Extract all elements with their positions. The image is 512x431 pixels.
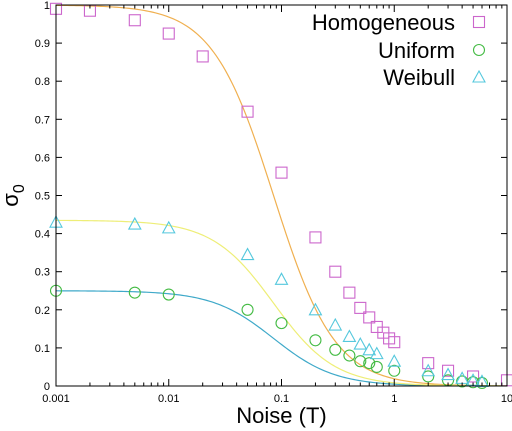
data-point <box>354 355 367 368</box>
y-axis-title: σ0 <box>0 184 28 207</box>
data-point <box>441 364 455 377</box>
data-point <box>240 247 255 261</box>
y-tick-label: 0 <box>44 381 50 393</box>
y-tick-label: 0.8 <box>35 76 50 88</box>
data-point <box>309 334 322 347</box>
x-tick-label: 10 <box>501 393 512 405</box>
data-point <box>329 343 342 356</box>
y-tick-label: 0.5 <box>35 191 50 203</box>
data-point <box>388 336 401 349</box>
fit-curve <box>55 4 508 387</box>
fit-curves <box>55 4 508 387</box>
data-point <box>467 370 480 383</box>
data-point <box>370 360 383 374</box>
data-point <box>422 357 435 370</box>
y-tick-label: 0.3 <box>35 267 50 279</box>
data-point <box>328 317 343 331</box>
y-tick-label: 0.6 <box>35 152 50 164</box>
y-tick-label: 0.4 <box>35 229 50 241</box>
legend-marker <box>472 15 486 29</box>
y-tick-label: 0.9 <box>35 38 50 50</box>
data-point <box>363 311 376 324</box>
data-point <box>162 27 175 40</box>
axis-ticks <box>55 4 508 387</box>
x-tick-label: 0.1 <box>274 393 289 405</box>
x-tick-label: 0.001 <box>42 393 70 405</box>
x-tick-label: 1 <box>391 393 397 405</box>
data-point <box>475 376 489 390</box>
data-point <box>128 286 141 299</box>
y-tick-label: 0.1 <box>35 343 50 355</box>
data-point <box>387 354 402 367</box>
fit-curve <box>55 219 508 387</box>
y-axis-subscript: 0 <box>11 184 28 193</box>
data-point <box>329 265 342 278</box>
x-tick-labels: 0.001 0.01 0.1 1 10 <box>42 393 512 405</box>
data-point <box>196 50 209 63</box>
y-tick-label: 0.7 <box>35 114 50 126</box>
legend-marker <box>472 69 486 83</box>
data-point <box>369 346 384 360</box>
data-point <box>161 220 176 234</box>
data-point <box>128 14 141 27</box>
data-point <box>309 231 322 244</box>
legend-label: Homogeneous <box>312 10 455 35</box>
data-point <box>241 105 254 118</box>
data-point <box>162 288 175 301</box>
data-point <box>422 370 435 383</box>
data-point <box>441 367 455 381</box>
data-point <box>421 363 436 377</box>
data-point <box>308 302 323 316</box>
legend-label: Uniform <box>378 38 455 63</box>
data-point <box>127 216 142 230</box>
x-axis-title: Noise (T) <box>236 403 326 428</box>
data-point <box>274 272 289 285</box>
data-point <box>275 317 288 330</box>
y-axis-symbol: σ <box>0 193 23 207</box>
data-point <box>343 286 356 299</box>
data-point <box>241 303 254 316</box>
legend-marker <box>472 43 486 57</box>
data-point <box>353 336 368 350</box>
x-tick-label: 0.01 <box>158 393 179 405</box>
legend-label: Weibull <box>383 65 455 90</box>
data-point <box>362 342 377 356</box>
y-tick-label: 0.2 <box>35 305 50 317</box>
data-point <box>363 357 376 370</box>
y-tick-label: 1 <box>44 0 50 12</box>
data-point <box>343 349 356 362</box>
data-point <box>342 329 357 343</box>
data-point <box>354 301 367 314</box>
y-tick-labels: 0 0.1 0.2 0.3 0.4 0.5 0.6 0.7 0.8 0.9 1 <box>35 0 50 393</box>
fit-curve <box>56 290 507 387</box>
data-point <box>388 364 401 377</box>
data-point <box>275 166 288 179</box>
